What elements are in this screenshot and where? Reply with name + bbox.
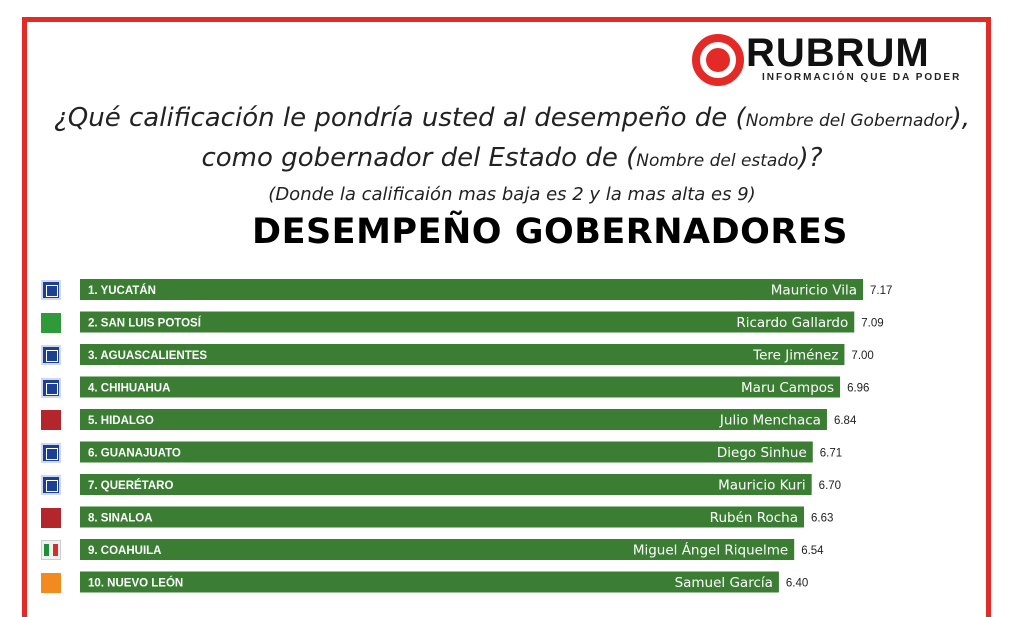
bar-chart: 1. YUCATÁN Mauricio Vila 7.17 2. SAN LUIS P… [80, 279, 892, 593]
value-label-4: 6.96 [847, 383, 869, 395]
chart-title: DESEMPEÑO GOBERNADORES [252, 212, 848, 252]
bar-1 [80, 279, 863, 300]
governor-label-1: Mauricio Vila [771, 283, 857, 299]
category-label-4: 4. CHIHUAHUA [88, 383, 170, 395]
pan-icon [41, 345, 61, 365]
category-label-2: 2. SAN LUIS POTOSÍ [88, 317, 202, 330]
pri-icon [41, 540, 61, 560]
category-label-10: 10. NUEVO LEÓN [88, 577, 183, 590]
pan-icon [41, 442, 61, 463]
logo-dot-icon [706, 48, 730, 72]
question-line-2-placeholder: Nombre del estado [636, 151, 799, 171]
value-label-10: 6.40 [786, 578, 808, 590]
logo-wordmark: RUBRUM [746, 31, 930, 75]
bar-3 [80, 344, 845, 365]
category-label-3: 3. AGUASCALIENTES [88, 350, 207, 362]
morena-icon [41, 410, 61, 430]
category-label-9: 9. COAHUILA [88, 545, 161, 557]
value-label-6: 6.71 [820, 448, 842, 460]
rubrum-logo: RUBRUM INFORMACIÓN QUE DA PODER [692, 31, 982, 94]
category-label-1: 1. YUCATÁN [88, 284, 156, 297]
question-line-1-placeholder: Nombre del Gobernador [745, 111, 952, 131]
bar-10 [80, 571, 779, 593]
bar-9 [80, 539, 795, 560]
value-label-7: 6.70 [819, 480, 841, 492]
morena-icon [41, 507, 61, 528]
value-label-8: 6.63 [811, 513, 833, 525]
category-label-5: 5. HIDALGO [88, 415, 154, 427]
governor-label-5: Julio Menchaca [719, 413, 821, 429]
governor-label-10: Samuel García [675, 575, 773, 591]
question-line-1: ¿Qué calificación le pondría usted al de… [0, 103, 1024, 133]
question-line-1-main: ¿Qué calificación le pondría usted al de… [53, 103, 746, 133]
governor-label-3: Tere Jiménez [752, 348, 838, 364]
verde-icon [41, 312, 61, 333]
pan-icon [41, 377, 61, 398]
value-label-2: 7.09 [861, 318, 883, 330]
governor-label-8: Rubén Rocha [710, 510, 798, 526]
question-note: (Donde la calificaión mas baja es 2 y la… [268, 184, 756, 205]
value-label-1: 7.17 [870, 285, 892, 297]
pan-icon [41, 280, 61, 300]
value-label-3: 7.00 [851, 350, 873, 362]
governor-label-9: Miguel Ángel Riquelme [633, 542, 788, 559]
red-frame [22, 17, 991, 617]
question-line-1-end: ), [951, 103, 970, 133]
question-line-2-end: )? [798, 143, 823, 173]
bar-7 [80, 474, 812, 495]
governor-label-7: Mauricio Kuri [718, 478, 806, 494]
bar-8 [80, 506, 805, 528]
question-line-2: como gobernador del Estado de (Nombre de… [0, 143, 1024, 173]
question-line-2-main: como gobernador del Estado de ( [201, 143, 637, 173]
value-label-9: 6.54 [801, 545, 824, 557]
logo-ring-icon [692, 34, 744, 86]
governor-label-6: Diego Sinhue [717, 445, 807, 461]
mc-icon [41, 572, 61, 593]
governor-label-4: Maru Campos [741, 380, 834, 396]
bar-5 [80, 409, 827, 430]
category-label-7: 7. QUERÉTARO [88, 479, 173, 492]
category-label-6: 6. GUANAJUATO [88, 448, 181, 460]
logo-tagline: INFORMACIÓN QUE DA PODER [762, 72, 962, 83]
bar-4 [80, 376, 841, 398]
bar-2 [80, 311, 855, 333]
bar-6 [80, 441, 813, 463]
governor-label-2: Ricardo Gallardo [736, 315, 848, 331]
pan-icon [41, 475, 61, 495]
category-label-8: 8. SINALOA [88, 513, 153, 525]
value-label-5: 6.84 [834, 415, 857, 427]
